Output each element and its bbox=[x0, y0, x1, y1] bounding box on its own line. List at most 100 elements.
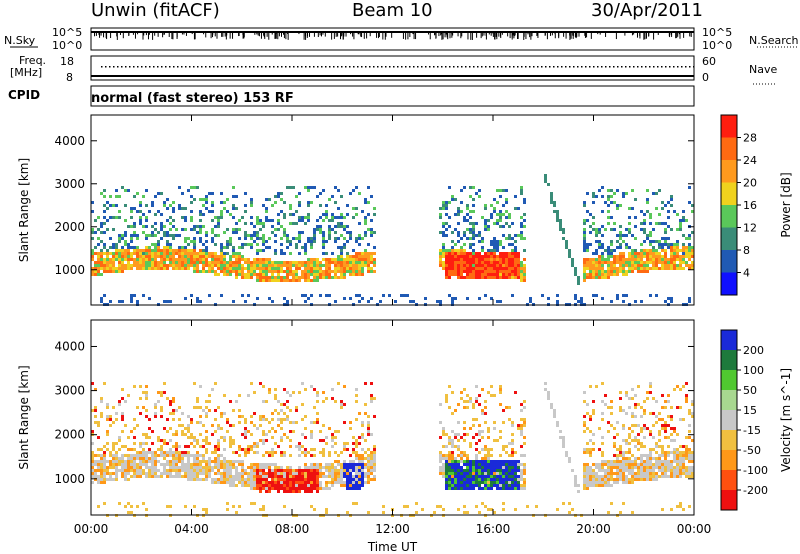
velocity-cell bbox=[106, 406, 109, 409]
power-cell bbox=[496, 243, 499, 246]
power-cell bbox=[277, 228, 280, 231]
power-cell bbox=[262, 261, 265, 264]
power-cell bbox=[343, 276, 346, 279]
power-cell bbox=[328, 276, 331, 279]
power-ytick-label: 2000 bbox=[54, 220, 85, 234]
power-cell bbox=[505, 261, 508, 264]
power-cell bbox=[640, 300, 643, 303]
power-cell bbox=[601, 234, 604, 237]
power-cell bbox=[235, 222, 238, 225]
power-cell bbox=[289, 207, 292, 210]
power-cell bbox=[652, 255, 655, 258]
velocity-cell bbox=[220, 478, 223, 481]
power-cell bbox=[658, 243, 661, 246]
velocity-cell bbox=[484, 454, 487, 457]
velocity-cell bbox=[313, 475, 316, 478]
power-cell bbox=[217, 234, 220, 237]
velocity-cell bbox=[505, 445, 508, 448]
velocity-cell bbox=[124, 445, 127, 448]
power-cell bbox=[322, 231, 325, 234]
power-cell bbox=[127, 258, 130, 261]
power-cell bbox=[643, 249, 646, 252]
power-cell bbox=[679, 222, 682, 225]
velocity-cell bbox=[466, 478, 469, 481]
power-cell bbox=[370, 258, 373, 261]
nave-dot bbox=[517, 66, 519, 68]
velocity-cell bbox=[622, 463, 625, 466]
velocity-cell bbox=[292, 478, 295, 481]
power-cell bbox=[457, 276, 460, 279]
velocity-cell bbox=[172, 475, 175, 478]
velocity-cell bbox=[280, 478, 283, 481]
velocity-cell bbox=[493, 421, 496, 424]
velocity-cell bbox=[643, 424, 646, 427]
power-cell bbox=[229, 273, 232, 276]
velocity-cell bbox=[121, 475, 124, 478]
power-cell bbox=[139, 267, 142, 270]
power-cell bbox=[628, 255, 631, 258]
power-cell bbox=[325, 273, 328, 276]
velocity-cell bbox=[304, 436, 307, 439]
velocity-cell bbox=[97, 460, 100, 463]
power-cell bbox=[328, 258, 331, 261]
velocity-cell bbox=[169, 454, 172, 457]
velocity-cell bbox=[577, 490, 580, 493]
velocity-cell bbox=[463, 487, 466, 490]
velocity-cell bbox=[496, 481, 499, 484]
velocity-cell bbox=[502, 487, 505, 490]
power-cell bbox=[202, 198, 205, 201]
power-cell bbox=[205, 198, 208, 201]
velocity-cell bbox=[604, 484, 607, 487]
power-cell bbox=[625, 243, 628, 246]
power-cell bbox=[313, 240, 316, 243]
velocity-cell bbox=[274, 388, 277, 391]
power-cell bbox=[658, 258, 661, 261]
power-cell bbox=[655, 261, 658, 264]
velocity-cell bbox=[442, 433, 445, 436]
velocity-cell bbox=[340, 481, 343, 484]
power-cell bbox=[211, 267, 214, 270]
power-cell bbox=[595, 270, 598, 273]
velocity-cell bbox=[502, 445, 505, 448]
velocity-cell bbox=[667, 475, 670, 478]
power-cell bbox=[361, 261, 364, 264]
power-cell bbox=[166, 246, 169, 249]
velocity-cell bbox=[196, 469, 199, 472]
velocity-cell bbox=[160, 454, 163, 457]
power-cell bbox=[505, 216, 508, 219]
velocity-cell bbox=[304, 463, 307, 466]
power-cell bbox=[625, 228, 628, 231]
power-cell bbox=[226, 273, 229, 276]
nave-dot bbox=[205, 66, 207, 68]
velocity-cell bbox=[526, 505, 529, 508]
velocity-cell bbox=[295, 481, 298, 484]
velocity-cell bbox=[547, 394, 550, 397]
velocity-cell bbox=[196, 439, 199, 442]
power-cell bbox=[454, 297, 457, 300]
velocity-cell bbox=[625, 394, 628, 397]
velocity-cell bbox=[268, 391, 271, 394]
velocity-cell bbox=[502, 481, 505, 484]
velocity-cell bbox=[313, 406, 316, 409]
power-cell bbox=[640, 252, 643, 255]
velocity-cell bbox=[625, 442, 628, 445]
power-cell bbox=[625, 258, 628, 261]
power-cell bbox=[280, 252, 283, 255]
power-cell bbox=[109, 258, 112, 261]
power-cell bbox=[235, 261, 238, 264]
velocity-cell bbox=[223, 475, 226, 478]
velocity-cell bbox=[169, 505, 172, 508]
velocity-cell bbox=[319, 487, 322, 490]
velocity-cell bbox=[640, 457, 643, 460]
velocity-cell bbox=[445, 487, 448, 490]
velocity-cell bbox=[664, 436, 667, 439]
power-cell bbox=[262, 264, 265, 267]
velocity-cell bbox=[613, 442, 616, 445]
power-cell bbox=[637, 267, 640, 270]
velocity-cell bbox=[325, 436, 328, 439]
velocity-cell bbox=[628, 436, 631, 439]
power-cell bbox=[670, 258, 673, 261]
power-cell bbox=[448, 186, 451, 189]
velocity-cell bbox=[286, 418, 289, 421]
power-cell bbox=[664, 231, 667, 234]
